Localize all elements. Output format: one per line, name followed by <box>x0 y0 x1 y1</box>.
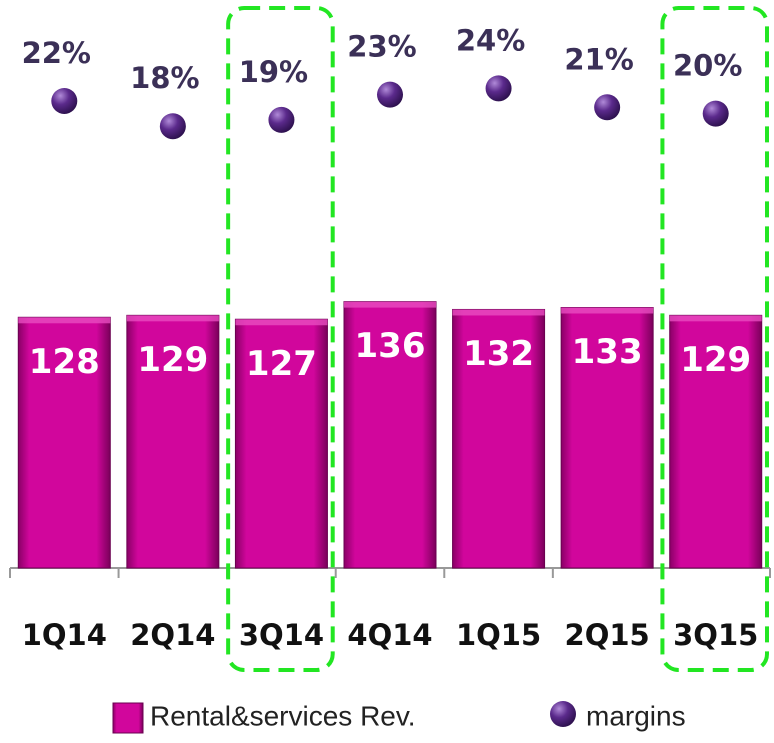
margin-label: 22% <box>22 36 91 70</box>
legend-swatch <box>550 701 576 727</box>
bar-top <box>126 315 219 322</box>
bar-label: 127 <box>246 344 317 384</box>
x-tick-label: 1Q15 <box>456 618 541 652</box>
bar-top <box>344 301 436 308</box>
bar-label: 129 <box>137 340 208 380</box>
bar <box>452 308 546 569</box>
margin-label: 20% <box>673 49 742 83</box>
bar-top <box>669 315 762 322</box>
x-tick-label: 2Q14 <box>130 618 215 652</box>
margin-label: 19% <box>239 55 308 89</box>
margin-dot <box>594 94 621 121</box>
bar <box>126 314 220 569</box>
margin-label: 21% <box>564 42 633 76</box>
highlight-box <box>660 6 770 672</box>
margin-dot <box>377 81 403 108</box>
legend-label: margins <box>586 700 686 731</box>
margin-dot <box>268 106 295 133</box>
legend-label: Rental&services Rev. <box>150 700 416 731</box>
bar <box>17 316 111 569</box>
x-tick-label: 2Q15 <box>565 618 650 652</box>
highlight-box <box>226 6 335 672</box>
bar-label: 136 <box>355 326 426 366</box>
margin-dot <box>485 75 512 102</box>
bar-label: 129 <box>680 340 751 380</box>
x-tick-label: 3Q15 <box>673 618 758 652</box>
margin-label: 23% <box>347 30 416 64</box>
bar <box>234 318 328 569</box>
x-tick-label: 4Q14 <box>347 618 432 652</box>
margin-dot <box>702 100 729 127</box>
bar-label: 128 <box>29 342 100 382</box>
bar-top <box>452 309 545 316</box>
bar-top <box>561 307 654 314</box>
bar-top <box>18 317 111 324</box>
margin-label: 18% <box>130 61 199 95</box>
bar-label: 132 <box>463 334 534 374</box>
bar <box>560 307 654 569</box>
bar-label: 133 <box>572 332 643 372</box>
margin-dot <box>51 87 78 114</box>
margin-label: 24% <box>456 23 525 57</box>
margin-dot <box>159 113 186 140</box>
bar-top <box>235 319 328 326</box>
legend-swatch <box>112 702 144 734</box>
x-tick-label: 1Q14 <box>22 618 107 652</box>
bar <box>343 301 437 569</box>
x-tick-label: 3Q14 <box>239 618 324 652</box>
